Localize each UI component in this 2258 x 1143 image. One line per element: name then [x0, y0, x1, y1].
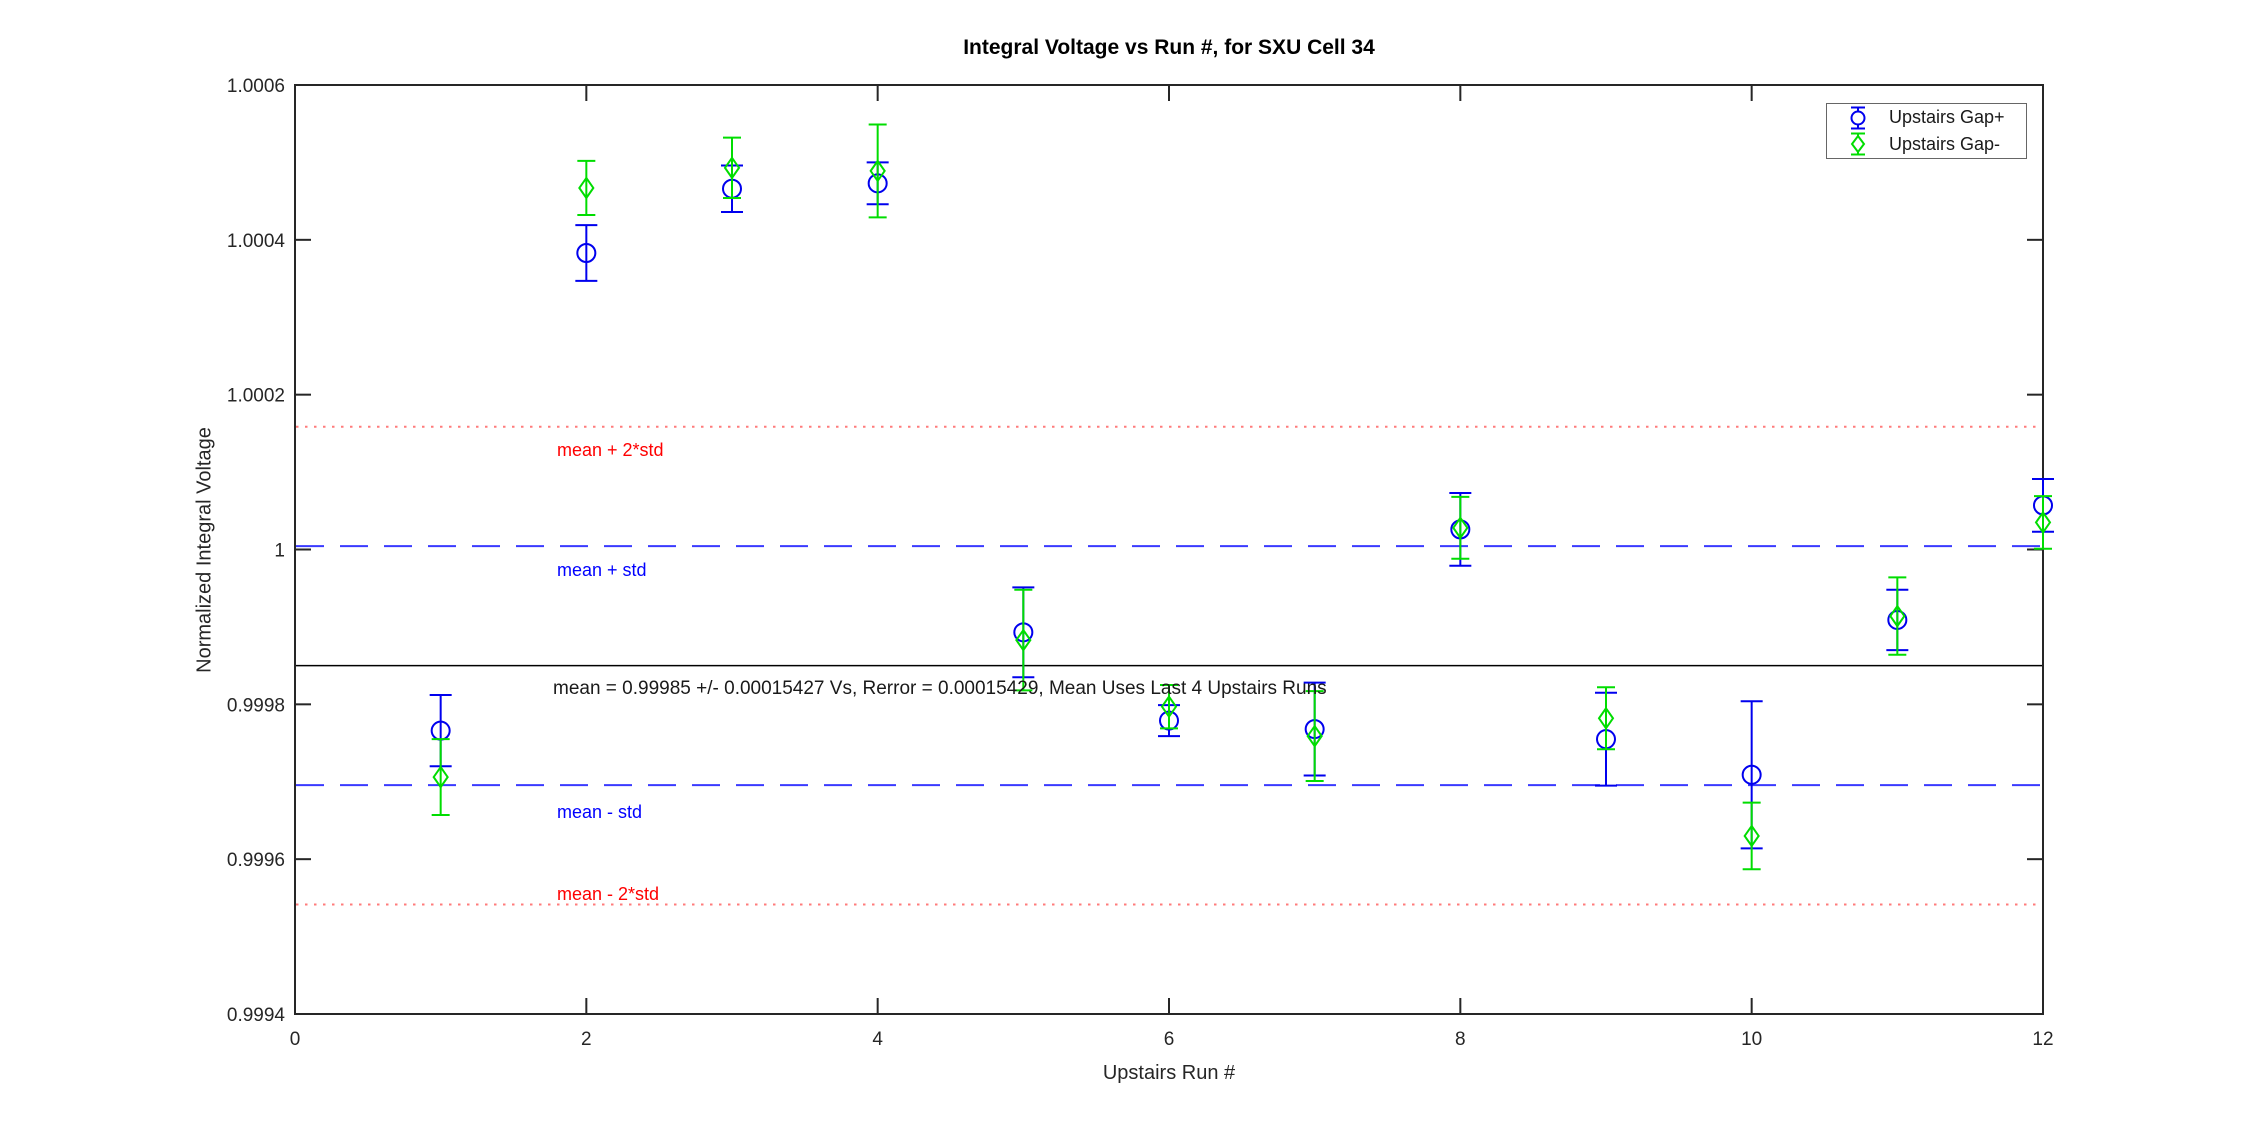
x-axis-label: Upstairs Run # [1102, 1062, 1236, 1084]
y-tick-label: 1 [274, 541, 285, 562]
marker-circle [1741, 764, 1762, 785]
y-tick-label: 1.0002 [227, 386, 285, 407]
x-tick-label: 6 [1164, 1029, 1175, 1050]
y-tick-label: 0.9998 [227, 695, 285, 716]
y-tick-label: 1.0004 [227, 231, 286, 252]
axes-box [294, 84, 2044, 1015]
y-tick-label: 0.9996 [227, 850, 285, 871]
legend-item-gap-plus: Upstairs Gap+ [1827, 105, 2026, 131]
marker-diamond [1306, 724, 1323, 748]
legend-label-gap-minus: Upstairs Gap- [1889, 133, 2001, 154]
x-tick-label: 0 [290, 1029, 301, 1050]
x-tick-label: 12 [2032, 1029, 2053, 1050]
y-axis-label: Normalized Integral Voltage [193, 427, 216, 673]
marker-diamond [723, 156, 741, 180]
x-tick-label: 2 [581, 1029, 592, 1050]
marker-diamond [1889, 604, 1906, 628]
legend-item-gap-minus: Upstairs Gap- [1827, 131, 2026, 157]
x-tick-label: 4 [872, 1029, 883, 1050]
legend-label-gap-plus: Upstairs Gap+ [1889, 107, 2005, 128]
chart-title: Integral Voltage vs Run #, for SXU Cell … [963, 36, 1375, 59]
mean-annotation-text: mean = 0.99985 +/- 0.00015427 Vs, Rerror… [553, 678, 1327, 699]
x-tick-label: 10 [1741, 1029, 1762, 1050]
marker-diamond [578, 176, 595, 200]
errorbar-diamond-icon [1827, 132, 1889, 156]
y-tick-label: 1.0006 [227, 76, 285, 97]
marker-diamond [1743, 824, 1760, 848]
marker-diamond [432, 765, 449, 789]
x-tick-label: 8 [1455, 1029, 1466, 1050]
marker-diamond [869, 159, 886, 183]
marker-diamond [1597, 706, 1615, 731]
marker-circle [576, 242, 597, 263]
marker-diamond [1160, 694, 1178, 719]
marker-diamond [1452, 516, 1469, 540]
y-tick-label: 0.9994 [227, 1005, 286, 1026]
ref-line-label-mean-plus-std: mean + std [557, 560, 647, 580]
ref-line-label-mean-minus-2std: mean - 2*std [557, 884, 660, 904]
legend-box: Upstairs Gap+ Upstairs Gap- [1826, 103, 2027, 159]
errorbar-circle-icon [1827, 106, 1889, 130]
ref-line-label-mean-plus-2std: mean + 2*std [557, 440, 664, 460]
marker-diamond [1015, 628, 1032, 652]
ref-line-label-mean-minus-std: mean - std [557, 802, 643, 822]
marker-diamond [2034, 510, 2052, 535]
